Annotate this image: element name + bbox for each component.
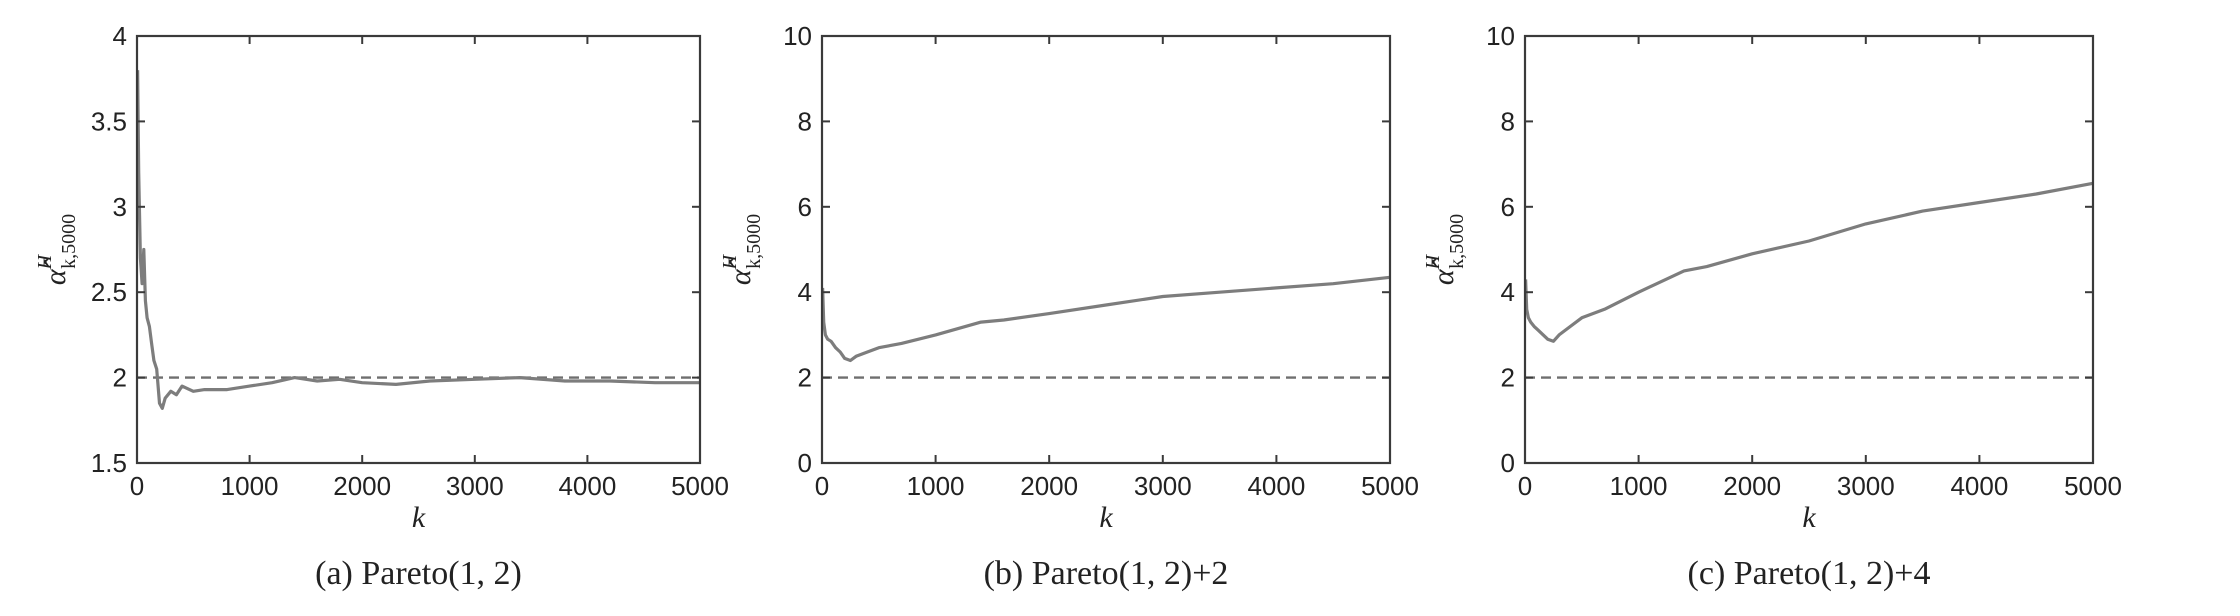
x-tick-label: 2000 (333, 471, 391, 501)
chart-panel-3: 0 1000 2000 3000 4000 5000 0 2 4 6 8 10 k α̂H k,5000 (c… (1422, 21, 2122, 592)
y-tick-label: 2 (798, 363, 812, 393)
x-tick-label: 0 (1518, 471, 1532, 501)
y-axis-label: α̂H k,5000 (1422, 214, 1468, 285)
y-tick-label: 0 (798, 448, 812, 478)
y-tick-label: 10 (783, 21, 812, 51)
y-axis-label: α̂H k,5000 (719, 214, 765, 285)
x-tick-label: 5000 (2064, 471, 2122, 501)
y-axis-label-subscript: k,5000 (1446, 214, 1468, 269)
series-line-1 (821, 275, 1391, 363)
x-tick-label: 1000 (1610, 471, 1668, 501)
x-tick-label: 0 (130, 471, 144, 501)
y-axis-label-superscript: H (1422, 253, 1444, 270)
panel-caption: (b) Pareto(1, 2)+2 (984, 555, 1229, 592)
chart-panel-1: 0 1000 2000 3000 4000 5000 1.5 2 2.5 3 3.5 4 k α̂H k,5… (34, 21, 729, 592)
x-tick-label: 2000 (1723, 471, 1781, 501)
y-tick-label: 6 (798, 192, 812, 222)
series-line-1 (136, 70, 700, 410)
x-tick-label: 4000 (1950, 471, 2008, 501)
y-tick-label: 2.5 (91, 277, 127, 307)
x-tick-label: 3000 (1837, 471, 1895, 501)
y-tick-label: 0 (1501, 448, 1515, 478)
y-tick-label: 4 (798, 277, 812, 307)
y-axis-label-superscript: H (719, 253, 741, 270)
y-tick-label: 2 (113, 363, 127, 393)
y-axis-label-superscript: H (34, 253, 56, 270)
series-line-1 (1524, 181, 2094, 343)
y-tick-label: 4 (1501, 277, 1515, 307)
x-tick-label: 1000 (221, 471, 279, 501)
y-tick-label: 6 (1501, 192, 1515, 222)
x-tick-label: 0 (815, 471, 829, 501)
x-tick-label: 4000 (558, 471, 616, 501)
y-tick-label: 8 (1501, 106, 1515, 136)
x-tick-label: 5000 (1361, 471, 1419, 501)
x-tick-label: 3000 (1134, 471, 1192, 501)
panel-caption: (a) Pareto(1, 2) (315, 555, 522, 592)
x-axis-label: k (1802, 501, 1816, 534)
y-tick-label: 2 (1501, 363, 1515, 393)
plot-frame (820, 34, 1392, 465)
y-tick-label: 10 (1486, 21, 1515, 51)
x-axis-label: k (1099, 501, 1113, 534)
x-axis-label: k (412, 501, 426, 534)
x-tick-label: 2000 (1020, 471, 1078, 501)
y-tick-label: 4 (113, 21, 127, 51)
y-tick-label: 1.5 (91, 448, 127, 478)
plot-frame (1523, 34, 2095, 465)
y-tick-label: 3.5 (91, 106, 127, 136)
chart-panel-2: 0 1000 2000 3000 4000 5000 0 2 4 6 8 10 k α̂H k,5000 (b… (719, 21, 1419, 592)
y-axis-label-subscript: k,5000 (58, 214, 80, 269)
y-tick-label: 3 (113, 192, 127, 222)
y-tick-label: 8 (798, 106, 812, 136)
x-tick-label: 3000 (446, 471, 504, 501)
x-tick-label: 5000 (671, 471, 729, 501)
panel-caption: (c) Pareto(1, 2)+4 (1688, 555, 1931, 592)
plot-frame (135, 34, 702, 465)
y-axis-label: α̂H k,5000 (34, 214, 80, 285)
x-tick-label: 4000 (1247, 471, 1305, 501)
x-tick-label: 1000 (907, 471, 965, 501)
y-axis-label-subscript: k,5000 (743, 214, 765, 269)
